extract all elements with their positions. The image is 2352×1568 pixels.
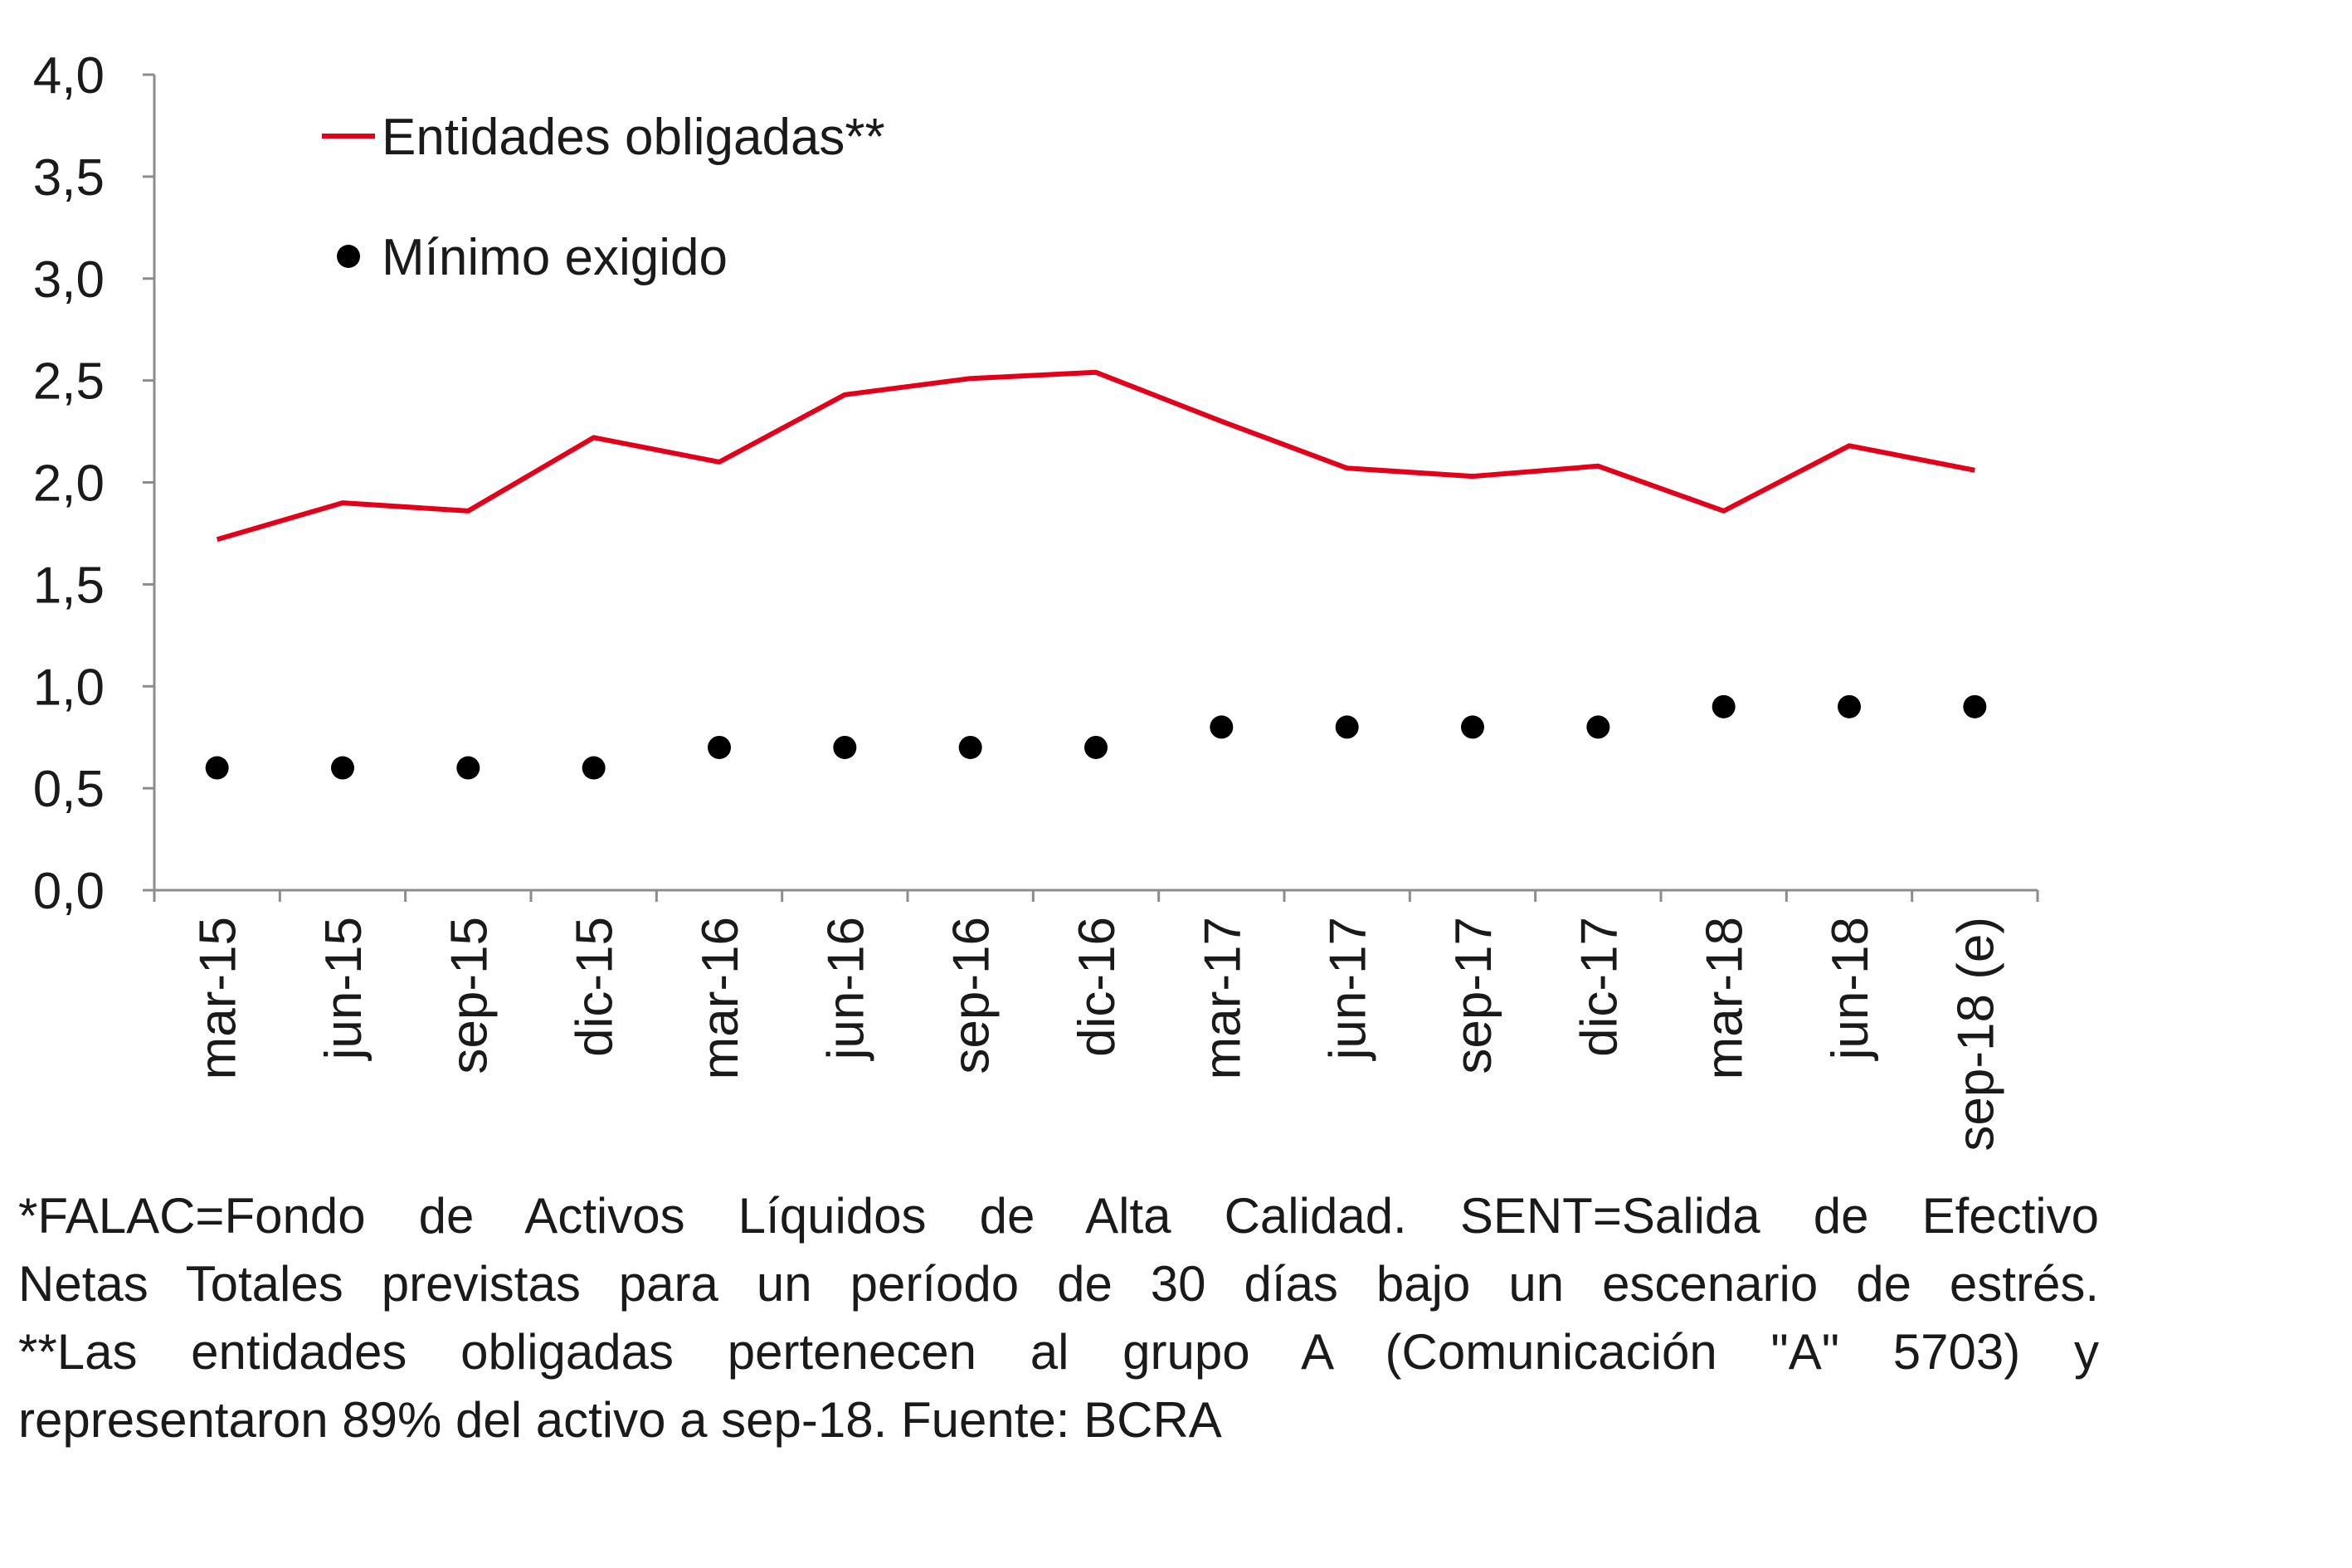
series-point-minimo xyxy=(1838,694,1861,718)
y-tick-labels: 0,0 0,5 1,0 1,5 2,0 2,5 3,0 3,5 4,0 xyxy=(33,47,105,920)
legend-label-entidades: Entidades obligadas** xyxy=(382,109,885,166)
series-point-minimo xyxy=(1586,715,1610,739)
y-tick-label: 0,5 xyxy=(33,761,105,818)
x-tick-label: sep-16 xyxy=(943,917,1001,1074)
series-point-minimo xyxy=(1712,694,1736,718)
chart-legend: Entidades obligadas** Mínimo exigido xyxy=(322,109,885,286)
series-point-minimo xyxy=(1963,694,1987,718)
series-point-minimo xyxy=(1210,715,1234,739)
x-tick-label: dic-15 xyxy=(567,917,624,1057)
y-tick-label: 1,0 xyxy=(33,659,105,716)
legend-label-minimo: Mínimo exigido xyxy=(382,229,728,286)
y-tick-label: 3,5 xyxy=(33,149,105,207)
y-tick-label: 4,0 xyxy=(33,47,105,105)
x-tick-label: dic-16 xyxy=(1069,917,1126,1057)
x-tick-label: sep-18 (e) xyxy=(1947,917,2004,1152)
footnote-line-2: Netas Totales previstas para un período … xyxy=(18,1256,2099,1312)
x-tick-label: dic-17 xyxy=(1570,917,1628,1057)
y-tick-label: 1,5 xyxy=(33,557,105,614)
x-tick-label: jun-17 xyxy=(1320,917,1377,1061)
series-point-minimo xyxy=(331,756,354,780)
chart-series xyxy=(205,369,1987,780)
series-line-entidades xyxy=(216,369,1975,543)
series-point-minimo xyxy=(1461,715,1484,739)
series-point-minimo xyxy=(205,756,229,780)
x-tick-label: sep-15 xyxy=(441,917,498,1074)
series-point-minimo xyxy=(833,735,857,759)
series-point-minimo xyxy=(708,735,731,759)
footnote-line-4: representaron 89% del activo a sep-18. F… xyxy=(18,1392,1222,1448)
series-point-minimo xyxy=(1335,715,1359,739)
chart: 0,0 0,5 1,0 1,5 2,0 2,5 3,0 3,5 4,0 mar-15 jun-15… xyxy=(33,47,2039,1152)
x-tick-label: sep-17 xyxy=(1445,917,1502,1074)
series-point-minimo xyxy=(958,735,982,759)
x-tick-label: jun-15 xyxy=(315,917,373,1061)
y-tick-label: 3,0 xyxy=(33,251,105,309)
x-tick-label: jun-18 xyxy=(1822,917,1879,1061)
series-point-minimo xyxy=(582,756,606,780)
x-tick-label: mar-18 xyxy=(1697,917,1754,1079)
legend-marker-swatch xyxy=(337,245,360,268)
series-point-minimo xyxy=(456,756,480,780)
y-tick-label: 2,5 xyxy=(33,353,105,411)
series-point-minimo xyxy=(1084,735,1108,759)
x-tick-label: jun-16 xyxy=(817,917,874,1061)
x-tick-label: mar-17 xyxy=(1194,917,1251,1079)
y-tick-label: 2,0 xyxy=(33,455,105,513)
chart-axes xyxy=(143,73,2039,902)
x-tick-label: mar-15 xyxy=(190,917,247,1079)
footnote-line-1: *FALAC=Fondo de Activos Líquidos de Alta… xyxy=(18,1188,2099,1244)
x-tick-labels: mar-15 jun-15 sep-15 dic-15 mar-16 jun-16 sep-… xyxy=(190,917,2005,1152)
x-tick-label: mar-16 xyxy=(692,917,749,1079)
y-tick-label: 0,0 xyxy=(33,863,105,920)
footnote-line-3: **Las entidades obligadas pertenecen al … xyxy=(18,1324,2099,1380)
